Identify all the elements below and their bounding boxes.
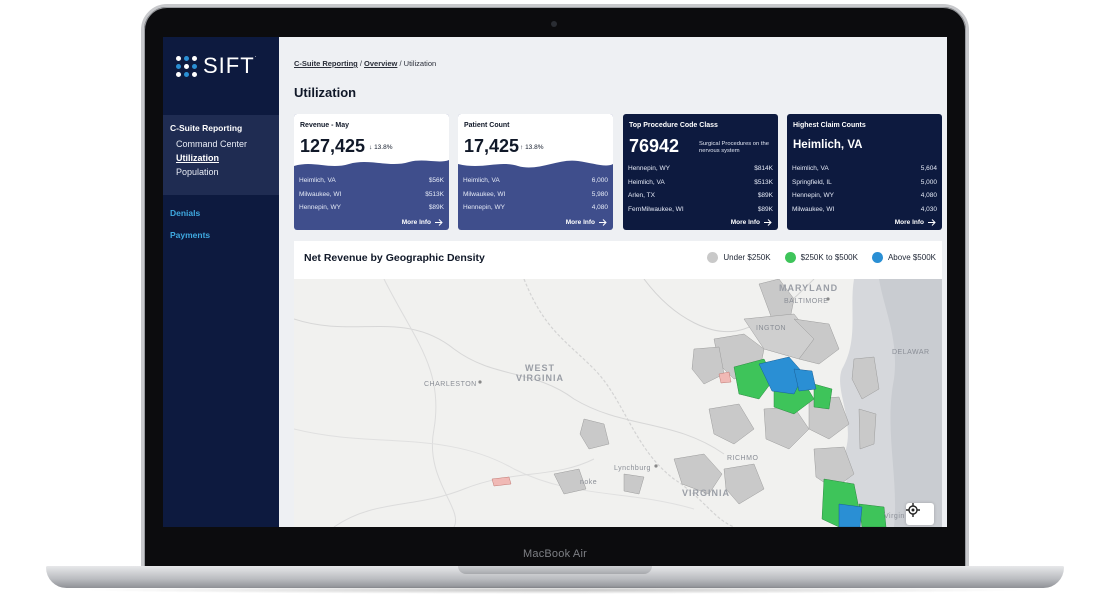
brand-name: SIFT. <box>203 53 258 78</box>
nav-item-utilization[interactable]: Utilization <box>176 153 219 163</box>
legend-swatch <box>871 252 883 263</box>
main-content: C-Suite Reporting / Overview / Utilizati… <box>279 37 947 527</box>
list-item: FernMilwaukee, WI $89K <box>628 205 773 213</box>
list-item: Milwaukee, WI 5,980 <box>463 190 608 198</box>
crosshair-icon <box>906 503 920 517</box>
list-item: Heimlich, VA $513K <box>628 178 773 186</box>
list-item: Heimlich, VA $56K <box>299 177 444 184</box>
nav-group-title[interactable]: C-Suite Reporting <box>170 123 243 133</box>
logo-dots-icon <box>176 55 197 77</box>
more-info-link[interactable]: More Info <box>731 219 772 226</box>
map-label-richmond: RICHMO <box>727 455 759 462</box>
card-rows: Heimlich, VA $56K Milwaukee, WI $513K Henn… <box>299 177 444 218</box>
card-title: Revenue - May <box>300 122 350 129</box>
map-label-maryland: MARYLAND <box>779 283 839 293</box>
legend-item-250k-500k[interactable]: $250K to $500K <box>784 252 858 263</box>
card-description: Surgical Procedures on the nervous syste… <box>699 141 769 154</box>
brand-logo[interactable]: SIFT. <box>176 53 257 79</box>
breadcrumb: C-Suite Reporting / Overview / Utilizati… <box>294 59 436 68</box>
card-title: Top Procedure Code Class <box>629 122 718 129</box>
screen: SIFT. C-Suite Reporting Command Center U… <box>163 37 947 527</box>
locate-button[interactable] <box>906 503 934 525</box>
list-item: Milwaukee, WI 4,030 <box>792 205 937 213</box>
more-info-link[interactable]: More Info <box>566 219 607 226</box>
map-label-west-virginia: WEST VIRGINIA <box>516 363 565 383</box>
card-title: Patient Count <box>464 122 510 129</box>
map-label-baltimore: BALTIMORE <box>784 298 829 305</box>
breadcrumb-link-c-suite[interactable]: C-Suite Reporting <box>294 59 358 68</box>
card-value: Heimlich, VA <box>793 139 863 151</box>
breadcrumb-separator: / <box>399 59 402 68</box>
card-rows: Heimlich, VA 6,000 Milwaukee, WI 5,980 Hen… <box>463 177 608 218</box>
more-info-link[interactable]: More Info <box>402 219 443 226</box>
map-label-washington: INGTON <box>756 325 787 332</box>
card-rows: Heimlich, VA 5,604 Springfield, IL 5,000 H… <box>792 165 937 219</box>
nav-item-command-center[interactable]: Command Center <box>176 139 248 149</box>
list-item: Heimlich, VA 6,000 <box>463 177 608 184</box>
geographic-map[interactable]: MARYLAND BALTIMORE INGTON DELAWAR WEST VI… <box>294 279 942 527</box>
map-label-roanoke: noke <box>580 479 598 486</box>
map-title: Net Revenue by Geographic Density <box>304 252 485 264</box>
laptop-shadow <box>80 586 1030 594</box>
arrow-right-icon <box>599 219 607 226</box>
list-item: Springfield, IL 5,000 <box>792 178 937 186</box>
card-highest-claims: Highest Claim Counts Heimlich, VA Heimli… <box>787 114 942 230</box>
map-label-delaware: DELAWAR <box>892 349 930 356</box>
nav-item-population[interactable]: Population <box>176 167 219 177</box>
wave-decoration <box>294 160 449 178</box>
laptop-base <box>46 566 1064 588</box>
nav-group-c-suite: C-Suite Reporting Command Center Utiliza… <box>163 115 279 195</box>
laptop-hinge <box>458 566 652 574</box>
legend-item-under-250k[interactable]: Under $250K <box>707 252 771 263</box>
legend-item-above-500k[interactable]: Above $500K <box>871 252 936 263</box>
arrow-right-icon <box>435 219 443 226</box>
map-label-virginia: VIRGINIA <box>682 488 731 498</box>
list-item: Hennepin, WY 4,080 <box>463 204 608 211</box>
page-title: Utilization <box>294 85 357 100</box>
camera-dot <box>551 21 557 27</box>
more-info-link[interactable]: More Info <box>895 219 936 226</box>
card-revenue: Revenue - May 127,425 ↓ 13.8% Heimlich, … <box>294 114 449 230</box>
map-label-virginia-beach: Virgin <box>884 513 905 520</box>
card-change: ↓ 13.8% <box>369 144 393 151</box>
breadcrumb-separator: / <box>359 59 362 68</box>
map-legend: Under $250K $250K to $500K Above $500K <box>707 252 936 263</box>
list-item: Hennepin, WY $814K <box>628 165 773 172</box>
sidebar: SIFT. C-Suite Reporting Command Center U… <box>163 37 279 527</box>
map-label-charleston: CHARLESTON <box>424 381 477 388</box>
arrow-up-icon: ↑ <box>520 144 524 151</box>
card-patient-count: Patient Count 17,425 ↑ 13.8% Heimlich, V… <box>458 114 613 230</box>
arrow-right-icon <box>764 219 772 226</box>
list-item: Hennepin, WY 4,080 <box>792 192 937 199</box>
list-item: Arlen, TX $89K <box>628 192 773 199</box>
nav-item-denials[interactable]: Denials <box>170 208 201 218</box>
arrow-right-icon <box>928 219 936 226</box>
breadcrumb-link-overview[interactable]: Overview <box>364 59 398 68</box>
list-item: Heimlich, VA 5,604 <box>792 165 937 172</box>
arrow-down-icon: ↓ <box>369 144 373 151</box>
card-value: 17,425 <box>464 136 520 156</box>
card-title: Highest Claim Counts <box>793 122 866 129</box>
card-rows: Hennepin, WY $814K Heimlich, VA $513K Arle… <box>628 165 773 219</box>
legend-swatch <box>707 252 719 263</box>
nav-item-payments[interactable]: Payments <box>170 230 211 240</box>
wave-decoration <box>458 160 613 178</box>
card-value: 127,425 <box>300 136 366 156</box>
bezel-label: MacBook Air <box>523 548 587 560</box>
breadcrumb-current: Utilization <box>403 59 437 68</box>
map-label-lynchburg: Lynchburg <box>614 465 651 472</box>
card-value: 76942 <box>629 136 680 156</box>
card-change: ↑ 13.8% <box>520 144 544 151</box>
list-item: Milwaukee, WI $513K <box>299 190 444 198</box>
card-top-procedure: Top Procedure Code Class 76942 Surgical … <box>623 114 778 230</box>
map-canvas <box>294 279 942 527</box>
legend-swatch <box>784 252 796 263</box>
map-panel: Net Revenue by Geographic Density Under … <box>294 241 942 527</box>
list-item: Hennepin, WY $89K <box>299 204 444 211</box>
